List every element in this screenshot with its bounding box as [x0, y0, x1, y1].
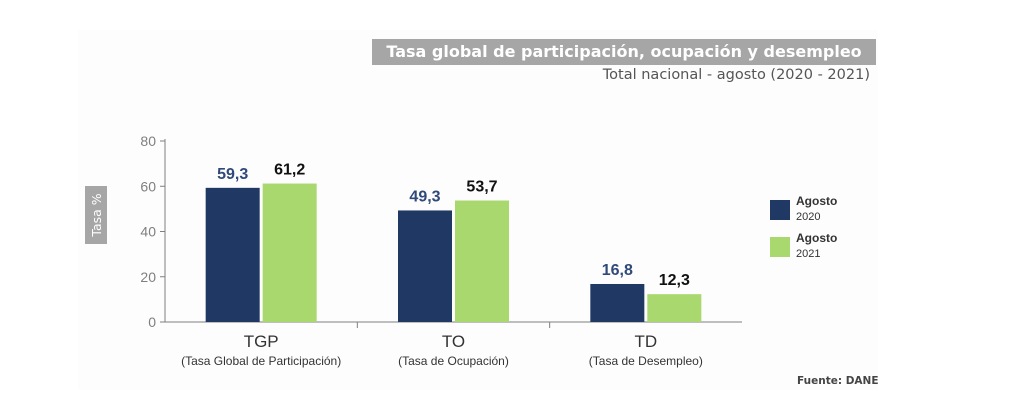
- x-tick-label-code: TO: [442, 332, 465, 351]
- chart-title: Tasa global de participación, ocupación …: [372, 39, 876, 65]
- legend-label: Agosto: [796, 231, 837, 245]
- x-tick-label-name: (Tasa de Ocupación): [398, 354, 509, 368]
- data-label: 16,8: [602, 262, 633, 279]
- legend-swatch-2021: [770, 237, 790, 257]
- legend-swatch-2020: [770, 200, 790, 220]
- legend-year: 2020: [796, 211, 820, 223]
- bar-tgp-2021: [262, 183, 317, 322]
- bar-td-2020: [590, 283, 645, 322]
- x-tick-label-code: TGP: [244, 332, 279, 351]
- bar-td-2021: [647, 294, 702, 322]
- chart-subtitle: Total nacional - agosto (2020 - 2021): [602, 67, 870, 83]
- x-tick-label-name: (Tasa Global de Participación): [181, 354, 341, 368]
- legend-label: Agosto: [796, 194, 837, 208]
- x-tick-label-name: (Tasa de Desempleo): [589, 354, 703, 368]
- x-tick-label-code: TD: [634, 332, 657, 351]
- y-tick-label: 60: [140, 178, 156, 194]
- bar-to-2021: [455, 200, 509, 322]
- y-tick-label: 20: [140, 269, 156, 285]
- data-label: 49,3: [409, 188, 440, 205]
- chart-source: Fuente: DANE: [797, 375, 879, 387]
- bar-to-2020: [398, 210, 452, 322]
- y-tick-label: 40: [140, 224, 156, 240]
- bar-tgp-2020: [205, 187, 260, 322]
- legend-year: 2021: [796, 248, 820, 260]
- data-label: 59,3: [217, 166, 248, 183]
- y-axis-label-box: [85, 186, 107, 244]
- y-tick-label: 80: [140, 133, 156, 149]
- data-label: 53,7: [466, 179, 497, 196]
- data-label: 12,3: [659, 272, 690, 289]
- y-axis-label: Tasa %: [89, 193, 104, 237]
- data-label: 61,2: [274, 162, 305, 179]
- y-tick-label: 0: [148, 314, 156, 330]
